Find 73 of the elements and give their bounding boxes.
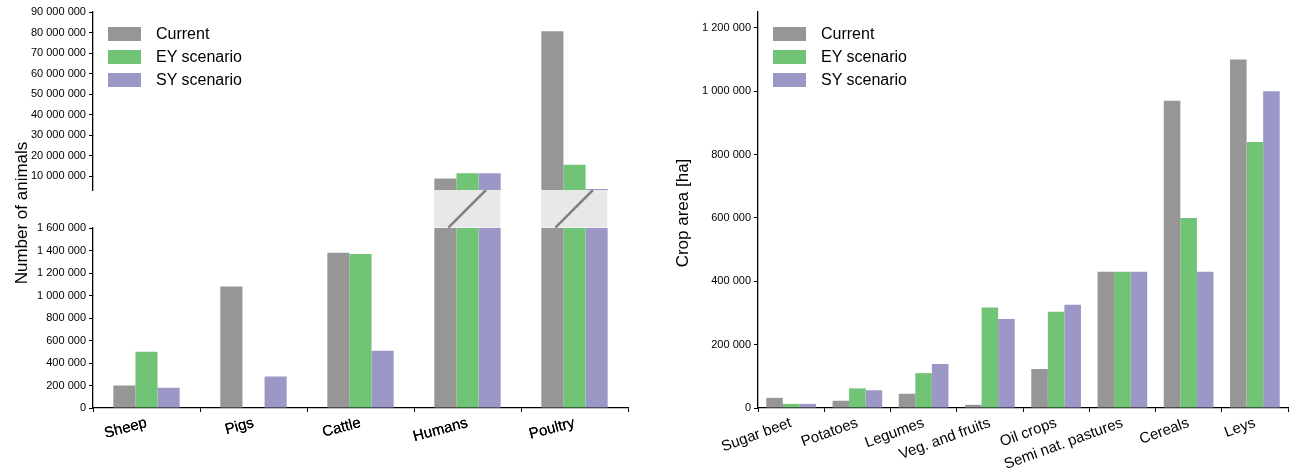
bar (981, 307, 999, 408)
y-tick-label: 200 000 (711, 337, 751, 350)
legend-label: Current (156, 24, 210, 43)
bar (965, 404, 982, 408)
x-tick-label: Leys (1221, 413, 1258, 440)
legend-label: SY scenario (821, 70, 907, 89)
bar (371, 350, 394, 408)
y-tick-label: 60 000 000 (30, 66, 86, 79)
bar (799, 403, 816, 408)
y-axis-title: Number of animals (12, 141, 31, 285)
bar (1230, 59, 1247, 408)
y-tick-label: 800 000 (46, 311, 86, 324)
bar (113, 385, 136, 408)
x-tick-label: Pigs (222, 413, 256, 438)
legend-label: EY scenario (156, 47, 242, 66)
y-tick-label: 400 000 (46, 356, 86, 369)
y-tick-label: 400 000 (711, 274, 751, 287)
y-tick-label: 40 000 000 (30, 107, 86, 120)
y-tick-label: 10 000 000 (30, 169, 86, 182)
y-tick-label: 200 000 (46, 378, 86, 391)
y-tick-label: 0 (79, 401, 86, 414)
legend-label: SY scenario (156, 70, 242, 89)
bar (135, 351, 158, 408)
y-tick-label: 30 000 000 (30, 128, 86, 141)
x-tick-label: Sugar beet (718, 412, 795, 455)
bar (220, 286, 243, 408)
y-tick-label: 1 000 000 (37, 288, 86, 301)
y-tick-label: 1 600 000 (37, 221, 86, 234)
bar (1180, 217, 1197, 408)
bar (865, 390, 883, 408)
bar (157, 387, 180, 408)
y-tick-label: 800 000 (711, 147, 751, 160)
bar (849, 388, 866, 408)
bar (1114, 271, 1131, 408)
x-tick-label: Sheep (102, 413, 149, 441)
bar (998, 318, 1015, 408)
bar (1196, 271, 1214, 408)
y-tick-label: 50 000 000 (30, 87, 86, 100)
bar (931, 363, 949, 408)
x-tick-label: Humans (410, 413, 470, 445)
y-tick-label: 70 000 000 (30, 46, 86, 59)
bar (349, 253, 372, 408)
bar (1130, 271, 1148, 408)
bar (898, 393, 916, 408)
y-tick-label: 80 000 000 (30, 25, 86, 38)
x-tick-label: Poultry (526, 413, 577, 442)
legend-label: EY scenario (821, 47, 907, 66)
bar (1064, 304, 1081, 408)
bar (1246, 141, 1264, 408)
bar (1031, 369, 1048, 408)
bar (915, 373, 932, 408)
y-tick-label: 90 000 000 (30, 5, 86, 18)
bar (264, 376, 287, 408)
y-axis-title: Crop area [ha] (673, 158, 693, 268)
x-tick-label: Cereals (1136, 413, 1192, 447)
y-tick-label: 1 200 000 (37, 266, 86, 279)
bar (832, 400, 850, 408)
x-tick-label: Cattle (320, 413, 363, 440)
bar (327, 252, 350, 408)
y-tick-label: 600 000 (46, 333, 86, 346)
y-tick-label: 1 400 000 (37, 243, 86, 256)
y-tick-label: 0 (744, 401, 751, 414)
y-tick-label: 600 000 (711, 210, 751, 223)
y-tick-label: 1 000 000 (702, 84, 751, 97)
bar (1163, 100, 1181, 408)
legend-label: Current (821, 24, 875, 43)
bar (1097, 271, 1115, 408)
y-tick-label: 1 200 000 (702, 20, 751, 33)
bar (766, 397, 783, 408)
bar (782, 403, 800, 408)
bar (1263, 91, 1280, 408)
y-tick-label: 20 000 000 (30, 148, 86, 161)
bar (1047, 311, 1065, 408)
